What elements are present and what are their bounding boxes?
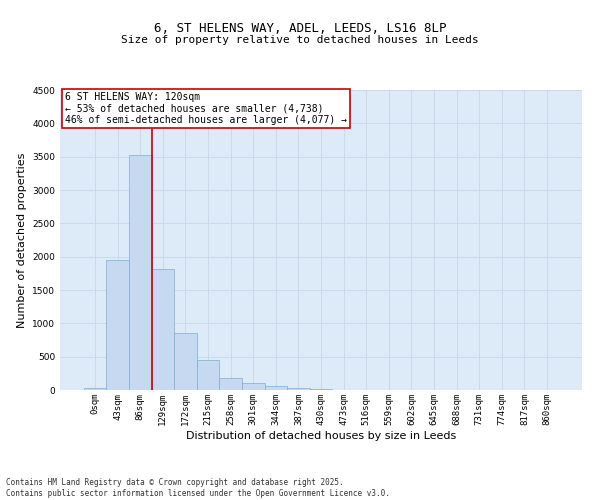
Bar	[152, 268, 174, 390]
Bar	[242, 384, 265, 390]
Text: Size of property relative to detached houses in Leeds: Size of property relative to detached ho…	[121, 35, 479, 45]
Y-axis label: Number of detached properties: Number of detached properties	[17, 152, 26, 328]
Bar	[174, 334, 197, 390]
Bar	[84, 388, 106, 390]
Bar	[287, 388, 310, 390]
X-axis label: Distribution of detached houses by size in Leeds: Distribution of detached houses by size …	[186, 430, 456, 440]
Bar	[129, 154, 152, 390]
Bar	[265, 386, 287, 390]
Bar	[106, 260, 129, 390]
Bar	[220, 378, 242, 390]
Text: Contains HM Land Registry data © Crown copyright and database right 2025.
Contai: Contains HM Land Registry data © Crown c…	[6, 478, 390, 498]
Text: 6, ST HELENS WAY, ADEL, LEEDS, LS16 8LP: 6, ST HELENS WAY, ADEL, LEEDS, LS16 8LP	[154, 22, 446, 36]
Text: 6 ST HELENS WAY: 120sqm
← 53% of detached houses are smaller (4,738)
46% of semi: 6 ST HELENS WAY: 120sqm ← 53% of detache…	[65, 92, 347, 124]
Bar	[197, 360, 220, 390]
